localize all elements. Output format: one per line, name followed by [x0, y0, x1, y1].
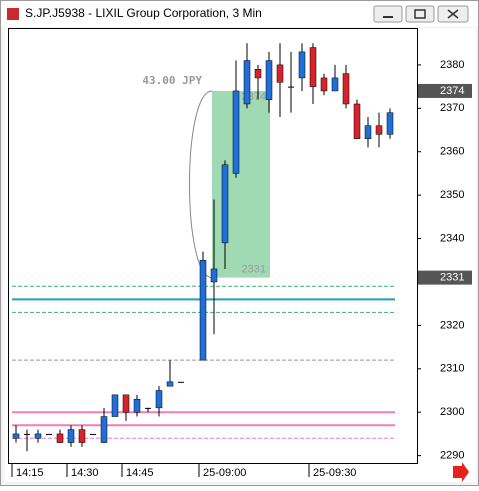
- candle-body: [34, 433, 42, 439]
- candle-body: [210, 268, 218, 283]
- candle-body: [243, 60, 251, 105]
- candle-body: [155, 390, 163, 409]
- price-marker: [418, 270, 472, 285]
- candle-body: [46, 433, 52, 435]
- x-tick-label: 25-09:30: [313, 467, 356, 479]
- candle-body: [111, 394, 119, 417]
- x-tick-label: 14:30: [71, 467, 99, 479]
- candle-body: [364, 125, 372, 139]
- measure-label: 43.00 JPY: [142, 74, 202, 87]
- candle-body: [276, 64, 284, 83]
- candle-body: [298, 51, 306, 79]
- y-tick-label: 2360: [440, 146, 464, 158]
- measure-box: [212, 90, 270, 278]
- candle-body: [265, 60, 273, 100]
- x-tick-label: 25-09:00: [203, 467, 246, 479]
- candle-body: [133, 398, 141, 413]
- autoscroll-arrow[interactable]: [453, 462, 469, 482]
- candle-body: [386, 112, 394, 135]
- candle-body: [353, 103, 361, 139]
- y-tick-label: 2370: [440, 102, 464, 114]
- price-marker-label: 2374: [440, 85, 464, 97]
- candle-body: [232, 90, 240, 174]
- candle-body: [24, 433, 30, 435]
- candle-body: [254, 68, 262, 79]
- y-tick-label: 2340: [440, 232, 464, 244]
- y-tick-label: 2320: [440, 319, 464, 331]
- candle-body: [100, 416, 108, 443]
- x-tick-label: 14:15: [16, 467, 44, 479]
- candle-body: [309, 47, 317, 87]
- candle-body: [67, 429, 75, 443]
- candle-body: [288, 86, 294, 88]
- close-icon: [447, 9, 459, 19]
- candle-body: [331, 77, 339, 92]
- candle-body: [12, 433, 20, 439]
- y-tick-label: 2310: [440, 363, 464, 375]
- candle-body: [166, 381, 174, 387]
- maximize-button[interactable]: [405, 5, 435, 23]
- price-marker: [418, 83, 472, 98]
- y-tick-label: 2290: [440, 450, 464, 462]
- measure-from-label: 2331: [242, 264, 266, 276]
- minimize-button[interactable]: [373, 5, 403, 23]
- candle-body: [178, 381, 184, 383]
- y-tick-label: 2350: [440, 189, 464, 201]
- candle-body: [375, 125, 383, 135]
- app-icon: [7, 8, 19, 20]
- maximize-icon: [414, 9, 426, 19]
- window-title: S.JP.J5938 - LIXIL Group Corporation, 3 …: [25, 6, 262, 20]
- candle-body: [90, 433, 96, 435]
- candle-body: [122, 394, 130, 413]
- x-tick-label: 14:45: [126, 467, 154, 479]
- candle-body: [199, 260, 207, 361]
- price-marker-label: 2331: [440, 272, 464, 284]
- candle-body: [56, 433, 64, 443]
- y-tick-label: 2300: [440, 406, 464, 418]
- candle-body: [221, 164, 229, 244]
- candle-body: [145, 407, 151, 409]
- candle-body: [320, 77, 328, 92]
- candle-body: [342, 73, 350, 105]
- y-tick-label: 2380: [440, 59, 464, 71]
- plot-frame: [8, 28, 418, 464]
- candle-body: [78, 429, 86, 443]
